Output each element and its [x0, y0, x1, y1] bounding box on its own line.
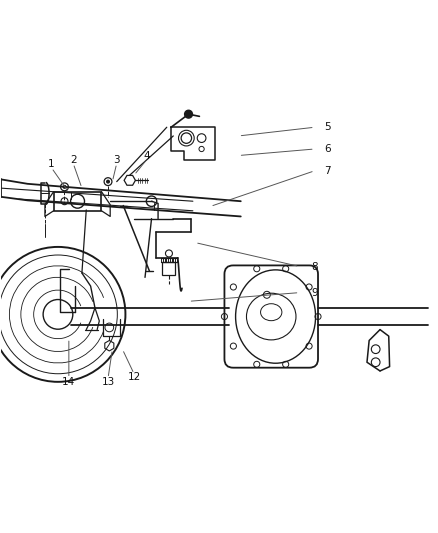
Circle shape — [107, 180, 110, 183]
Text: 3: 3 — [113, 155, 120, 165]
Text: 14: 14 — [62, 377, 75, 387]
Text: 8: 8 — [311, 262, 318, 271]
Text: 6: 6 — [325, 144, 331, 154]
Circle shape — [63, 185, 66, 188]
Text: 12: 12 — [127, 373, 141, 383]
Text: 13: 13 — [101, 377, 115, 387]
Text: 2: 2 — [70, 155, 77, 165]
Text: 9: 9 — [311, 288, 318, 297]
Text: 1: 1 — [48, 159, 55, 169]
Text: 4: 4 — [144, 150, 151, 160]
Circle shape — [185, 110, 192, 118]
Text: 7: 7 — [325, 166, 331, 176]
Text: 5: 5 — [325, 122, 331, 132]
